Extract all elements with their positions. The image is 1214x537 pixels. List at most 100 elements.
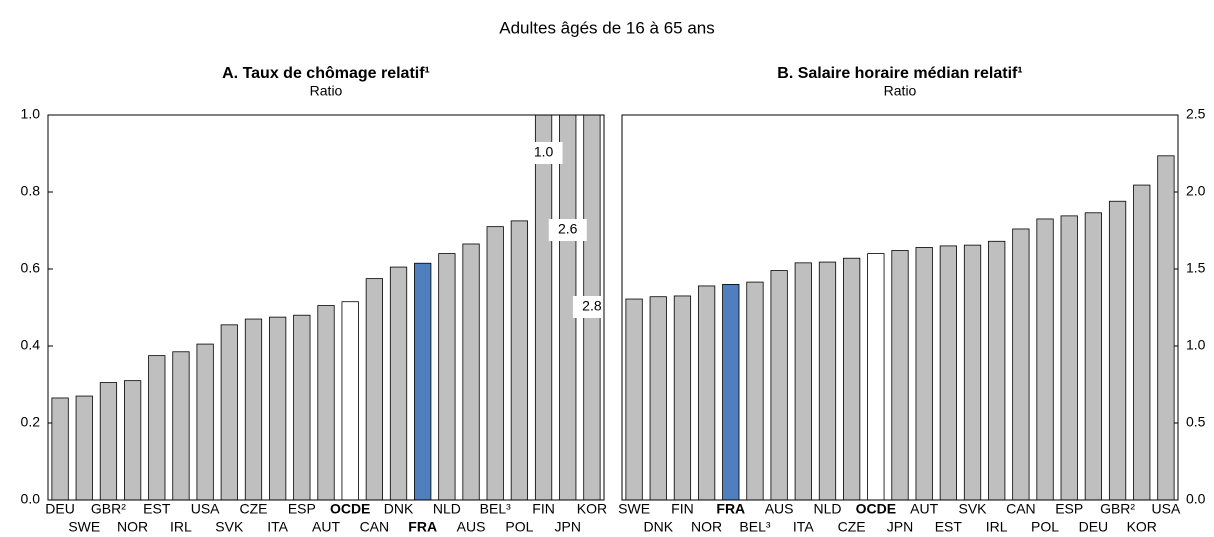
- x-tick-label: ITA: [267, 519, 288, 535]
- bar: [1133, 184, 1151, 500]
- x-tick-label: JPN: [555, 519, 581, 535]
- bar: [625, 298, 643, 500]
- bar: [843, 257, 861, 500]
- bar: [75, 395, 93, 500]
- bar: [438, 253, 456, 500]
- y-tick-label: 1.0: [21, 106, 41, 122]
- bar: [99, 382, 118, 500]
- bar: [1084, 212, 1103, 500]
- x-tick-label: USA: [1152, 501, 1181, 517]
- x-tick-label: EST: [935, 519, 963, 535]
- bar: [123, 380, 142, 500]
- x-tick-label: DNK: [643, 519, 673, 535]
- x-tick-label: FIN: [532, 501, 555, 517]
- bar: [697, 285, 716, 500]
- x-tick-label: DEU: [1079, 519, 1109, 535]
- figure-title: Adultes âgés de 16 à 65 ans: [499, 18, 715, 37]
- bar: [510, 220, 529, 500]
- bar: [963, 244, 982, 500]
- x-tick-label: FIN: [671, 501, 694, 517]
- bar: [365, 278, 383, 500]
- x-tick-label: GBR²: [91, 501, 126, 517]
- value-label-box: [572, 296, 611, 318]
- y-tick-label: 0.0: [1186, 491, 1206, 507]
- bar: [317, 305, 335, 500]
- x-tick-label: CZE: [838, 519, 866, 535]
- x-tick-label: FRA: [716, 501, 745, 517]
- bar: [673, 295, 692, 500]
- bar: [293, 314, 311, 500]
- y-tick-label: 1.5: [1186, 260, 1206, 276]
- x-tick-label: ESP: [288, 501, 316, 517]
- x-tick-label: FRA: [408, 519, 437, 535]
- x-tick-label: GBR²: [1100, 501, 1135, 517]
- value-label: 1.0: [534, 144, 554, 160]
- x-tick-label: CZE: [239, 501, 267, 517]
- bar: [818, 261, 837, 500]
- bar: [867, 253, 885, 500]
- bar: [583, 115, 601, 500]
- y-tick-label: 0.2: [21, 414, 41, 430]
- bar: [414, 262, 432, 500]
- bars: [625, 155, 1175, 500]
- bar: [486, 226, 504, 500]
- bar: [148, 355, 166, 500]
- bar: [220, 324, 238, 500]
- x-tick-label: SVK: [959, 501, 988, 517]
- value-label: 2.8: [582, 298, 602, 314]
- plot-frame: [621, 114, 1179, 501]
- bar: [1012, 228, 1030, 500]
- chart-subtitle: Ratio: [310, 83, 343, 99]
- x-tick-label: AUS: [765, 501, 794, 517]
- bars: [51, 115, 601, 500]
- x-tick-label: AUT: [910, 501, 938, 517]
- bar: [389, 266, 408, 500]
- bar: [746, 281, 764, 500]
- bar: [172, 351, 190, 500]
- bar: [534, 115, 553, 500]
- value-label: 2.6: [558, 221, 578, 237]
- x-tick-label: BEL³: [739, 519, 770, 535]
- y-tick-label: 0.8: [21, 183, 41, 199]
- bar: [891, 250, 909, 500]
- bar: [770, 270, 788, 500]
- x-tick-label: BEL³: [480, 501, 511, 517]
- y-tick-label: 1.0: [1186, 337, 1206, 353]
- y-tick-label: 2.0: [1186, 183, 1206, 199]
- bar: [51, 397, 69, 500]
- x-tick-label: SWE: [618, 501, 650, 517]
- bar: [915, 247, 933, 500]
- x-tick-label: ESP: [1055, 501, 1083, 517]
- bar: [196, 343, 214, 500]
- x-tick-label: DEU: [45, 501, 75, 517]
- x-tick-label: POL: [1031, 519, 1059, 535]
- y-tick-label: 0.6: [21, 260, 41, 276]
- y-tick-label: 2.5: [1186, 106, 1206, 122]
- bar: [1036, 218, 1054, 500]
- x-tick-label: CAN: [360, 519, 390, 535]
- x-tick-label: IRL: [986, 519, 1008, 535]
- bar: [1060, 215, 1078, 500]
- x-tick-label: POL: [505, 519, 533, 535]
- chart-title: B. Salaire horaire médian relatif¹: [777, 65, 1022, 82]
- x-tick-label: USA: [191, 501, 220, 517]
- x-tick-label: IRL: [170, 519, 192, 535]
- x-tick-label: DNK: [384, 501, 414, 517]
- chart-subtitle: Ratio: [884, 83, 917, 99]
- x-tick-label: EST: [143, 501, 171, 517]
- bar: [722, 283, 740, 500]
- bar: [988, 240, 1006, 500]
- x-tick-label: JPN: [887, 519, 913, 535]
- bar: [1108, 200, 1127, 500]
- x-tick-label: AUS: [457, 519, 486, 535]
- plot-frame: [47, 114, 605, 501]
- bar: [341, 301, 359, 500]
- x-tick-label: SVK: [215, 519, 244, 535]
- bar: [244, 318, 263, 500]
- x-tick-label: NLD: [813, 501, 841, 517]
- bar: [559, 115, 577, 500]
- bar: [462, 243, 480, 500]
- x-tick-label: SWE: [68, 519, 100, 535]
- value-label-box: [524, 142, 563, 164]
